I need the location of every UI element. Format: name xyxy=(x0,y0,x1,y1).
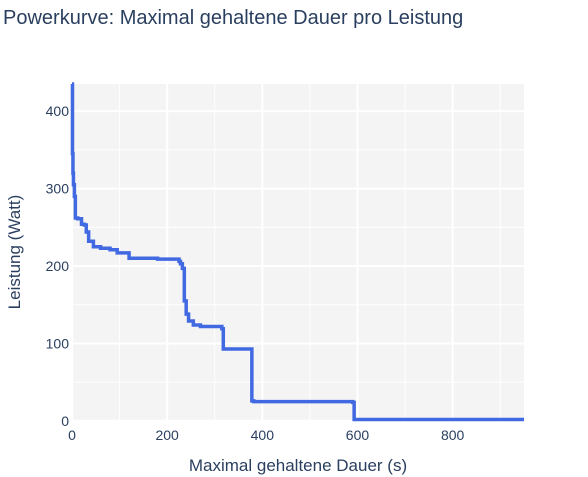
y-tick-label: 300 xyxy=(46,181,70,197)
power-curve-line xyxy=(70,82,524,422)
x-axis-title: Maximal gehaltene Dauer (s) xyxy=(189,456,407,475)
y-tick-label: 200 xyxy=(46,258,70,274)
x-tick-label: 0 xyxy=(68,427,76,443)
y-tick-label: 400 xyxy=(46,103,70,119)
y-axis-title: Leistung (Watt) xyxy=(5,195,24,310)
y-axis-tick-labels: 0 100 200 300 400 xyxy=(46,103,70,429)
x-axis-tick-labels: 0 200 400 600 800 xyxy=(68,427,464,443)
y-tick-label: 0 xyxy=(61,413,69,429)
x-tick-label: 600 xyxy=(346,427,370,443)
chart-title: Powerkurve: Maximal gehaltene Dauer pro … xyxy=(3,7,463,29)
grid-lines xyxy=(72,84,524,421)
x-tick-label: 200 xyxy=(155,427,179,443)
plot-area xyxy=(72,84,524,421)
x-tick-label: 400 xyxy=(251,427,275,443)
x-tick-label: 800 xyxy=(441,427,465,443)
y-tick-label: 100 xyxy=(46,336,70,352)
